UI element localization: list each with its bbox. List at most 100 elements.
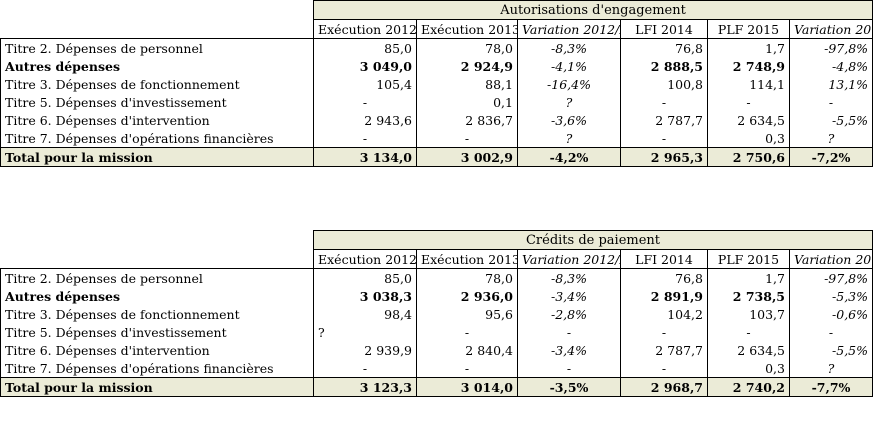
table-cell: 3 123,3	[313, 377, 417, 397]
table-cell: ?	[313, 323, 417, 341]
table-cell: 1,7	[707, 38, 790, 57]
row-label: Titre 3. Dépenses de fonctionnement	[0, 75, 314, 93]
table-cell: 2 634,5	[707, 341, 790, 359]
table-body: Titre 2. Dépenses de personnel 85,0 78,0…	[0, 268, 873, 397]
table-row: Titre 3. Dépenses de fonctionnement 98,4…	[0, 305, 873, 323]
table-cell: 2 840,4	[416, 341, 518, 359]
table-cell: 2 836,7	[416, 111, 518, 129]
table-cell: -	[707, 323, 790, 341]
table-cell: -4,8%	[788, 57, 873, 75]
column-header: LFI 2014	[620, 19, 708, 39]
table-cell: -	[313, 129, 417, 148]
table-cell: -3,4%	[517, 341, 621, 359]
table-cell: -4,1%	[517, 57, 621, 75]
table-cell: 13,1%	[788, 75, 873, 93]
table-row: Autres dépenses 3 038,3 2 936,0 -3,4% 2 …	[0, 287, 873, 305]
table-cell: 3 134,0	[313, 147, 417, 167]
table-cell: 95,6	[416, 305, 518, 323]
table-cell: 2 634,5	[707, 111, 790, 129]
table-cell: 2 740,2	[707, 377, 790, 397]
table-cell: ?	[788, 129, 873, 148]
table-cell: 3 002,9	[416, 147, 518, 167]
row-label: Titre 7. Dépenses d'opérations financièr…	[0, 359, 314, 378]
table-row: Titre 2. Dépenses de personnel 85,0 78,0…	[0, 268, 873, 287]
column-header: Exécution 2012	[313, 249, 417, 269]
table-cell: -2,8%	[517, 305, 621, 323]
table-cell: 2 738,5	[707, 287, 790, 305]
table-cell: -4,2%	[517, 147, 621, 167]
table-cell: 85,0	[313, 38, 417, 57]
table-cell: 2 787,7	[620, 111, 708, 129]
table-cell: ?	[517, 129, 621, 148]
table-cell: -	[416, 359, 518, 378]
table-cell: ?	[517, 93, 621, 111]
table-row: Titre 7. Dépenses d'opérations financièr…	[0, 359, 873, 378]
table-cell: -8,3%	[517, 38, 621, 57]
table-cell: 2 943,6	[313, 111, 417, 129]
table-cell: -3,6%	[517, 111, 621, 129]
table-cell: -	[313, 359, 417, 378]
row-label: Total pour la mission	[0, 147, 314, 167]
table-cell: 3 038,3	[313, 287, 417, 305]
table-cell: -	[517, 323, 621, 341]
table-credits-paiement: Crédits de paiement Exécution 2012 Exécu…	[0, 230, 873, 397]
column-header: Exécution 2013	[416, 19, 518, 39]
table-cell: 98,4	[313, 305, 417, 323]
table-cell: -5,5%	[788, 111, 873, 129]
table-cell: -97,8%	[788, 38, 873, 57]
column-header: Variation 2012/2013	[517, 19, 621, 39]
table-cell: -3,4%	[517, 287, 621, 305]
table-cell: 0,3	[707, 129, 790, 148]
table-cell: 88,1	[416, 75, 518, 93]
table-cell: 2 936,0	[416, 287, 518, 305]
table-cell: 76,8	[620, 38, 708, 57]
column-header: LFI 2014	[620, 249, 708, 269]
table-cell: 2 748,9	[707, 57, 790, 75]
table-row: Titre 7. Dépenses d'opérations financièr…	[0, 129, 873, 148]
table-cell: 2 924,9	[416, 57, 518, 75]
table-cell: -	[416, 129, 518, 148]
column-header: Exécution 2013	[416, 249, 518, 269]
table-cell: -5,3%	[789, 287, 873, 305]
table-cell: 2 787,7	[620, 341, 708, 359]
column-header: Exécution 2012	[313, 19, 417, 39]
row-label: Titre 3. Dépenses de fonctionnement	[0, 305, 314, 323]
column-header: Variation 2014/2015*	[789, 249, 873, 269]
table-cell: -0,6%	[789, 305, 873, 323]
row-label: Titre 2. Dépenses de personnel	[0, 268, 314, 287]
table-cell: 105,4	[313, 75, 417, 93]
table-cell: 76,8	[620, 268, 708, 287]
table-cell: -8,3%	[517, 268, 621, 287]
column-header: Variation 2014/2015*	[788, 19, 873, 39]
row-label: Titre 5. Dépenses d'investissement	[0, 93, 314, 111]
table-cell: 2 965,3	[620, 147, 708, 167]
table-cell: 1,7	[707, 268, 790, 287]
table-cell: -5,5%	[789, 341, 873, 359]
column-header: PLF 2015	[707, 249, 790, 269]
table-cell: -	[789, 323, 873, 341]
total-row: Total pour la mission 3 123,3 3 014,0 -3…	[0, 377, 873, 397]
table-autorisations-engagement: Autorisations d'engagement Exécution 201…	[0, 0, 873, 167]
table-cell: 0,3	[707, 359, 790, 378]
table-body: Titre 2. Dépenses de personnel 85,0 78,0…	[0, 38, 873, 167]
table-cell: 100,8	[620, 75, 708, 93]
table-cell: 3 049,0	[313, 57, 417, 75]
table-row: Titre 2. Dépenses de personnel 85,0 78,0…	[0, 38, 873, 57]
table-cell: 2 750,6	[707, 147, 790, 167]
table-cell: 114,1	[707, 75, 790, 93]
column-header: PLF 2015	[707, 19, 790, 39]
table-cell: -	[620, 323, 708, 341]
table-row: Titre 6. Dépenses d'intervention 2 939,9…	[0, 341, 873, 359]
row-label: Titre 6. Dépenses d'intervention	[0, 111, 314, 129]
table-row: Titre 5. Dépenses d'investissement - 0,1…	[0, 93, 873, 111]
table-cell: -16,4%	[517, 75, 621, 93]
table-row: Titre 3. Dépenses de fonctionnement 105,…	[0, 75, 873, 93]
table-cell: 85,0	[313, 268, 417, 287]
row-label: Titre 7. Dépenses d'opérations financièr…	[0, 129, 314, 148]
row-label: Titre 2. Dépenses de personnel	[0, 38, 314, 57]
section-title: Crédits de paiement	[313, 230, 873, 250]
table-cell: -7,7%	[789, 377, 873, 397]
table-cell: -	[788, 93, 873, 111]
table-cell: -	[620, 129, 708, 148]
table-cell: -	[707, 93, 790, 111]
